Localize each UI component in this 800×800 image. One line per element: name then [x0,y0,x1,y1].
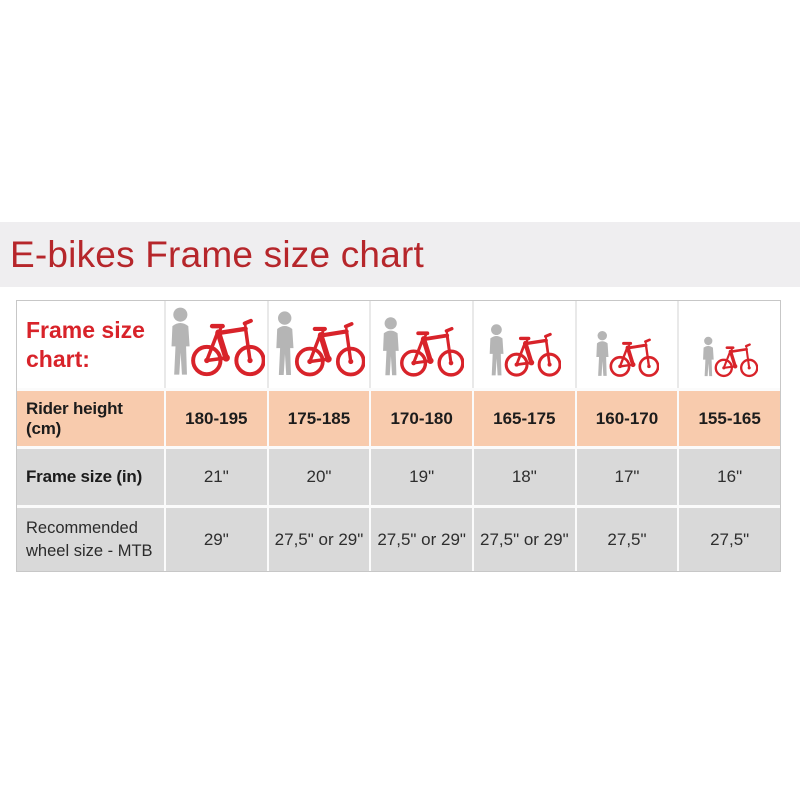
header-cell-size-18 [471,301,575,388]
wheel-size-value: 27,5" [677,505,780,571]
frame-size-value: 17" [574,446,678,505]
frame-size-value: 19" [369,446,472,505]
person-with-ebike-icon [594,330,660,378]
header-cell-size-20 [266,301,370,388]
rider-height-value: 180-195 [164,388,267,446]
person-with-ebike-icon [701,336,759,378]
header-cell-size-16 [677,301,780,388]
page-title: E-bikes Frame size chart [10,233,424,275]
table-corner-label: Frame size chart: [17,301,164,388]
wheel-size-value: 27,5" or 29" [471,505,575,571]
wheel-size-value: 29" [164,505,267,571]
rider-height-value: 175-185 [266,388,370,446]
person-with-ebike-icon [168,306,265,378]
frame-size-value: 16" [677,446,780,505]
wheel-size-value: 27,5" [574,505,678,571]
row-label-frame-size: Frame size (in) [17,446,164,505]
frame-size-value: 20" [266,446,370,505]
frame-size-value: 21" [164,446,267,505]
header-cell-size-21 [164,301,267,388]
frame-size-table: Frame size chart: Rider height (cm) 180-… [16,300,781,572]
header-cell-size-17 [574,301,678,388]
frame-size-value: 18" [471,446,575,505]
person-with-ebike-icon [380,316,464,378]
wheel-size-value: 27,5" or 29" [369,505,472,571]
rider-height-value: 155-165 [677,388,780,446]
rider-height-value: 170-180 [369,388,472,446]
rider-height-value: 160-170 [574,388,678,446]
person-with-ebike-icon [487,323,561,378]
title-band: E-bikes Frame size chart [0,222,800,287]
header-cell-size-19 [369,301,472,388]
rider-height-value: 165-175 [471,388,575,446]
row-label-rider-height: Rider height (cm) [17,388,164,446]
row-label-wheel-size: Recommended wheel size - MTB [17,505,164,571]
person-with-ebike-icon [273,310,365,378]
wheel-size-value: 27,5" or 29" [266,505,370,571]
